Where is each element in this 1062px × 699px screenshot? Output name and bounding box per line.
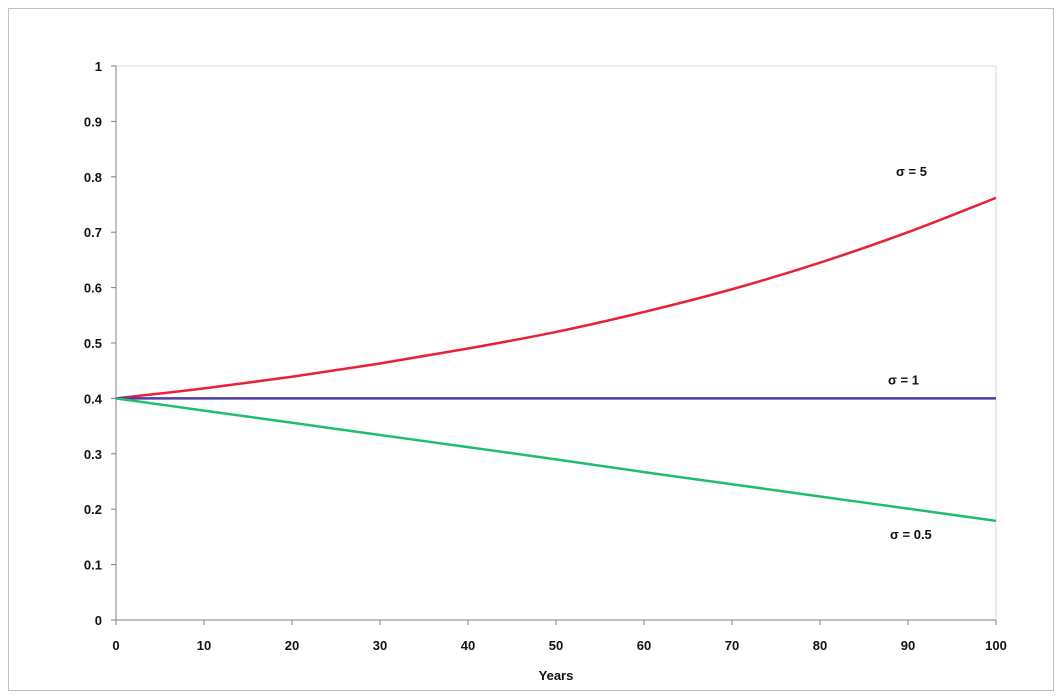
x-tick-label: 50 xyxy=(549,638,563,653)
x-tick-label: 90 xyxy=(901,638,915,653)
y-tick-label: 0.9 xyxy=(84,114,102,129)
y-tick-label: 0.8 xyxy=(84,170,102,185)
series-label: σ = 1 xyxy=(888,372,919,387)
chart-frame xyxy=(8,8,1054,691)
series-lines xyxy=(115,196,997,523)
y-tick-labels: 0 0.1 0.2 0.3 0.4 0.5 0.6 0.7 0.8 0.9 1 xyxy=(84,59,103,628)
series-line xyxy=(115,196,997,400)
y-tick-label: 0.5 xyxy=(84,336,102,351)
y-tick-label: 0.1 xyxy=(84,558,102,573)
plot-area xyxy=(115,65,997,621)
y-tick-label: 0.4 xyxy=(84,391,103,406)
y-tick-label: 0.3 xyxy=(84,447,102,462)
y-tick-label: 1 xyxy=(95,59,102,74)
x-tick-label: 30 xyxy=(373,638,387,653)
x-tick-label: 0 xyxy=(112,638,119,653)
x-tick-labels: 0 10 20 30 40 50 60 70 80 90 100 xyxy=(112,638,1006,653)
x-tick-label: 20 xyxy=(285,638,299,653)
y-tick-label: 0.6 xyxy=(84,281,102,296)
y-tick-label: 0.7 xyxy=(84,225,102,240)
series-label: σ = 0.5 xyxy=(890,527,932,542)
y-tick-label: 0 xyxy=(95,613,102,628)
x-tick-label: 60 xyxy=(637,638,651,653)
x-tick-label: 80 xyxy=(813,638,827,653)
axes xyxy=(111,65,997,625)
series-label: σ = 5 xyxy=(896,164,927,179)
x-tick-label: 70 xyxy=(725,638,739,653)
series-labels: σ = 5 σ = 1 σ = 0.5 xyxy=(888,164,932,542)
x-tick-label: 40 xyxy=(461,638,475,653)
x-axis-title: Years xyxy=(539,668,574,683)
series-line xyxy=(115,397,997,523)
x-tick-label: 100 xyxy=(985,638,1007,653)
y-tick-label: 0.2 xyxy=(84,502,102,517)
x-tick-label: 10 xyxy=(197,638,211,653)
